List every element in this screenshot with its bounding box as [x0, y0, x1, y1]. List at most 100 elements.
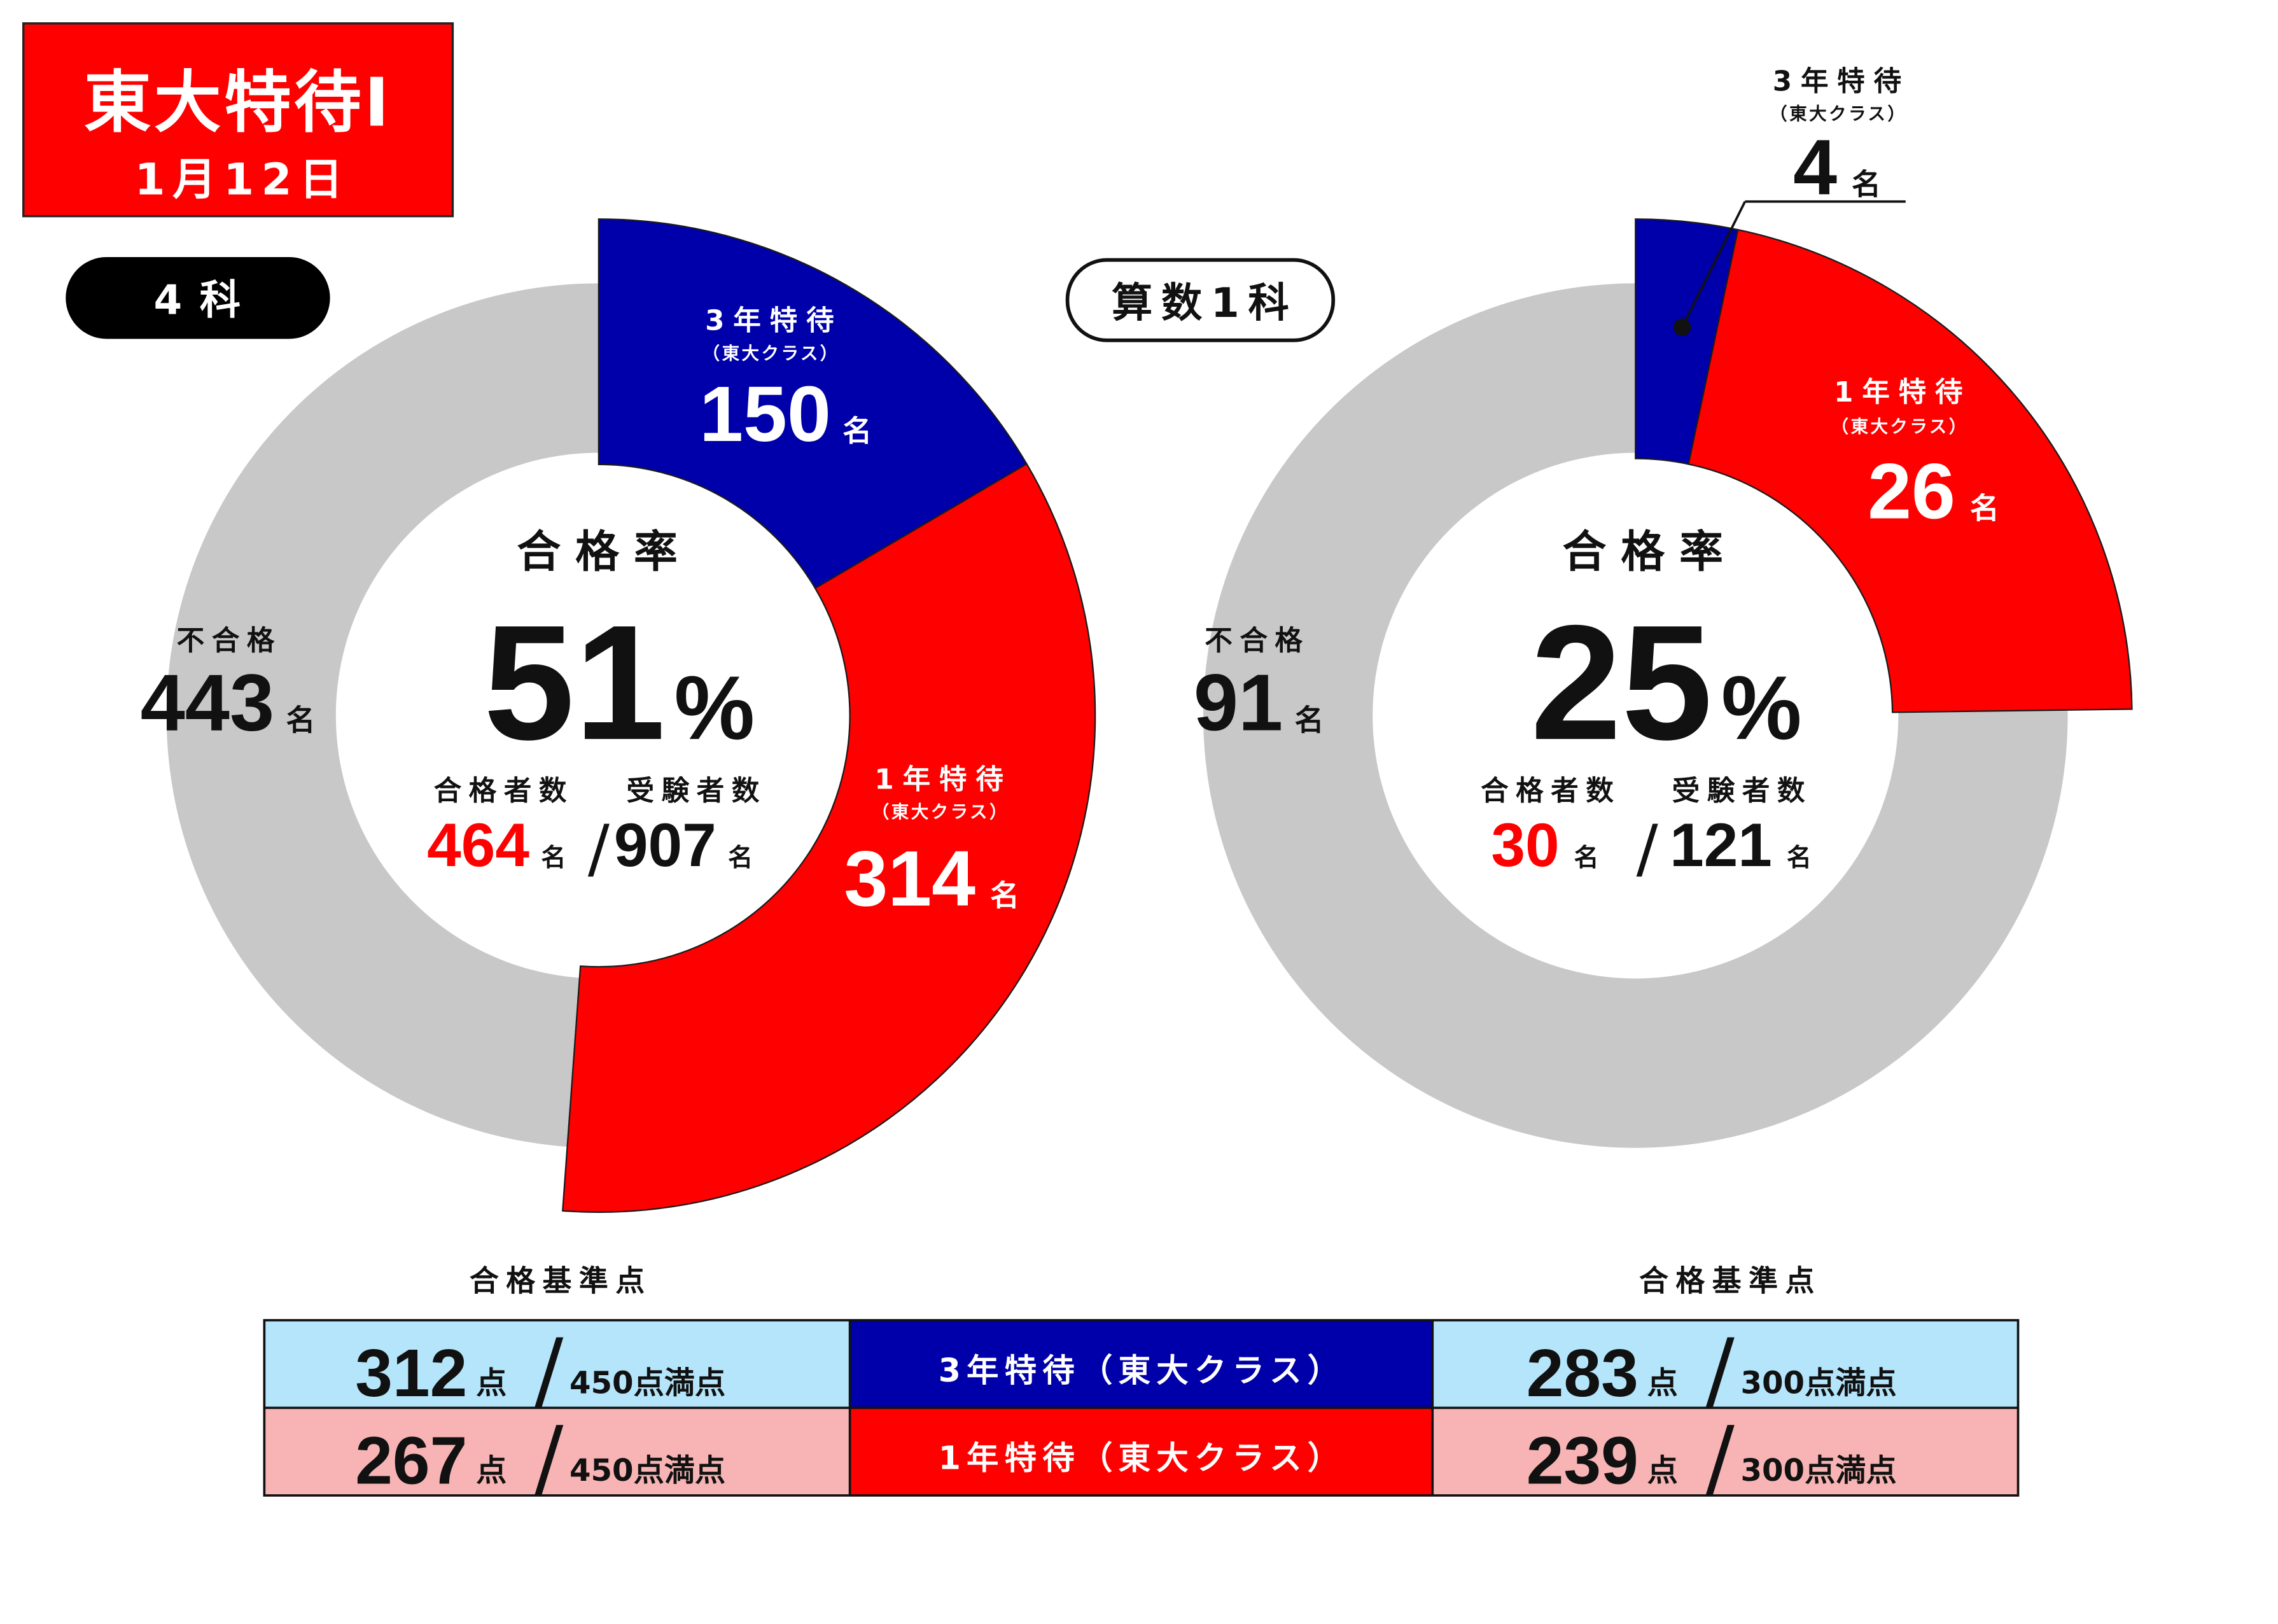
passed-count-4ka: 464 名	[427, 811, 566, 879]
label-tokutai3-sansu: 3年特待	[1773, 66, 1910, 97]
table-row: 267 点 / 450点満点 1年特待（東大クラス） 239 点 / 300点満…	[355, 1408, 1896, 1507]
value-tokutai3-sansu-number: 4	[1793, 123, 1837, 211]
score-tokutai3-4ka: 312	[355, 1336, 467, 1411]
note-tokutai1-4ka: （東大クラス）	[872, 802, 1009, 822]
criteria-table: 合格基準点 合格基準点 312 点 / 450点満点 3年特待（東大クラス） 2…	[263, 1264, 2020, 1507]
slice-tokutai1-sansu	[1688, 228, 2133, 713]
row-label-tokutai1: 1年特待（東大クラス）	[939, 1439, 1346, 1477]
score-separator: /	[535, 1321, 563, 1420]
page-title: 東大特待Ⅰ	[84, 63, 392, 141]
score-separator: /	[1706, 1408, 1735, 1507]
passed-count-sansu-number: 30	[1491, 811, 1559, 879]
cell-bg-r1c3	[1432, 1320, 2018, 1408]
value-tokutai1-sansu-number: 26	[1868, 448, 1955, 536]
full-score-4ka: 450点満点	[570, 1365, 725, 1401]
examinees-count-4ka-unit: 名	[728, 844, 753, 872]
criteria-heading-left: 合格基準点	[470, 1264, 652, 1298]
full-score-sansu: 300点満点	[1740, 1453, 1896, 1488]
passed-label-4ka: 合格者数	[434, 776, 574, 808]
value-fail-sansu-unit: 名	[1295, 703, 1324, 737]
value-tokutai1-sansu-unit: 名	[1970, 491, 1999, 526]
label-tokutai1-4ka: 1年特待	[874, 764, 1012, 795]
score-unit: 点	[476, 1453, 507, 1488]
score-separator: /	[1706, 1321, 1735, 1420]
label-tokutai1-sansu: 1年特待	[1834, 377, 1971, 409]
criteria-heading-right: 合格基準点	[1639, 1264, 1822, 1298]
value-tokutai1-sansu: 26 名	[1868, 448, 1999, 536]
value-fail-sansu-number: 91	[1194, 657, 1283, 747]
value-tokutai3-4ka-number: 150	[699, 370, 831, 458]
count-separator-sansu: /	[1637, 811, 1659, 886]
callout-leader-line	[1681, 200, 1747, 328]
rate-title-4ka: 合格率	[517, 526, 692, 577]
note-tokutai3-4ka: （東大クラス）	[702, 344, 840, 364]
full-score-4ka: 450点満点	[570, 1453, 725, 1488]
slice-fail-4ka	[166, 283, 599, 1147]
examinees-count-sansu-unit: 名	[1787, 844, 1812, 872]
pill-4ka-text: 4科	[154, 276, 258, 324]
value-tokutai3-4ka: 150 名	[699, 370, 872, 458]
row-label-tokutai3: 3年特待（東大クラス）	[939, 1352, 1346, 1389]
slice-fail-sansu	[1203, 283, 2068, 1148]
score-tokutai1-4ka: 267	[355, 1424, 467, 1499]
cell-bg-r2c1	[264, 1408, 850, 1495]
passed-label-sansu: 合格者数	[1481, 776, 1621, 808]
cell-bg-r1c2	[849, 1320, 1433, 1408]
cell-bg-r2c2	[849, 1408, 1433, 1495]
pill-4ka-bg	[66, 256, 330, 339]
score-separator: /	[535, 1408, 563, 1507]
title-box: 東大特待Ⅰ 1月12日	[22, 22, 454, 218]
callout-dot	[1673, 318, 1691, 336]
count-separator-4ka: /	[588, 811, 610, 886]
title-box-bg	[22, 22, 454, 218]
score-unit: 点	[476, 1365, 507, 1401]
examinees-count-4ka: 907 名	[614, 811, 753, 879]
label-fail-4ka: 不合格	[177, 625, 282, 657]
slice-tokutai3-4ka	[597, 218, 1028, 589]
rate-sansu-number: 25	[1530, 591, 1712, 774]
passed-count-sansu: 30 名	[1491, 811, 1598, 879]
rate-4ka-number: 51	[484, 591, 666, 774]
passed-count-4ka-unit: 名	[541, 844, 566, 872]
score-unit: 点	[1647, 1453, 1678, 1488]
score-unit: 点	[1647, 1365, 1678, 1401]
value-tokutai1-4ka: 314 名	[844, 835, 1019, 923]
examinees-count-sansu: 121 名	[1670, 811, 1812, 879]
note-tokutai1-sansu: （東大クラス）	[1831, 416, 1969, 437]
score-tokutai3-sansu: 283	[1527, 1336, 1639, 1411]
full-score-sansu: 300点満点	[1740, 1365, 1896, 1401]
examinees-count-sansu-number: 121	[1670, 811, 1772, 879]
table-row: 312 点 / 450点満点 3年特待（東大クラス） 283 点 / 300点満…	[355, 1321, 1896, 1420]
examinees-label-4ka: 受験者数	[627, 776, 767, 808]
exam-date: 1月12日	[135, 154, 351, 205]
rate-4ka-unit: %	[674, 657, 755, 759]
value-tokutai3-sansu-unit: 名	[1852, 167, 1881, 201]
pill-sansu-bg	[1065, 258, 1336, 342]
passed-count-4ka-number: 464	[427, 811, 529, 879]
examinees-count-4ka-number: 907	[614, 811, 716, 879]
label-tokutai3-4ka: 3年特待	[705, 305, 842, 337]
value-fail-4ka: 443 名	[141, 657, 316, 747]
passed-count-sansu-unit: 名	[1574, 844, 1599, 872]
chart-label-sansu: 算数1科	[1065, 258, 1336, 342]
value-fail-4ka-number: 443	[141, 657, 275, 747]
chart-label-4ka: 4科	[66, 256, 330, 339]
rate-title-sansu: 合格率	[1563, 526, 1738, 577]
examinees-label-sansu: 受験者数	[1672, 776, 1812, 808]
value-tokutai3-4ka-unit: 名	[842, 414, 872, 448]
slice-tokutai1-4ka	[561, 463, 1096, 1213]
cell-bg-r2c3	[1432, 1408, 2018, 1495]
cell-bg-r1c1	[264, 1320, 850, 1408]
pill-sansu-text: 算数1科	[1112, 279, 1298, 327]
note-tokutai3-sansu: （東大クラス）	[1770, 104, 1907, 124]
rate-4ka: 51%	[484, 591, 755, 774]
rate-sansu-unit: %	[1721, 657, 1802, 759]
value-fail-sansu: 91 名	[1194, 657, 1324, 747]
value-fail-4ka-unit: 名	[286, 703, 316, 737]
value-tokutai1-4ka-number: 314	[844, 835, 975, 923]
value-tokutai1-4ka-unit: 名	[990, 878, 1019, 913]
